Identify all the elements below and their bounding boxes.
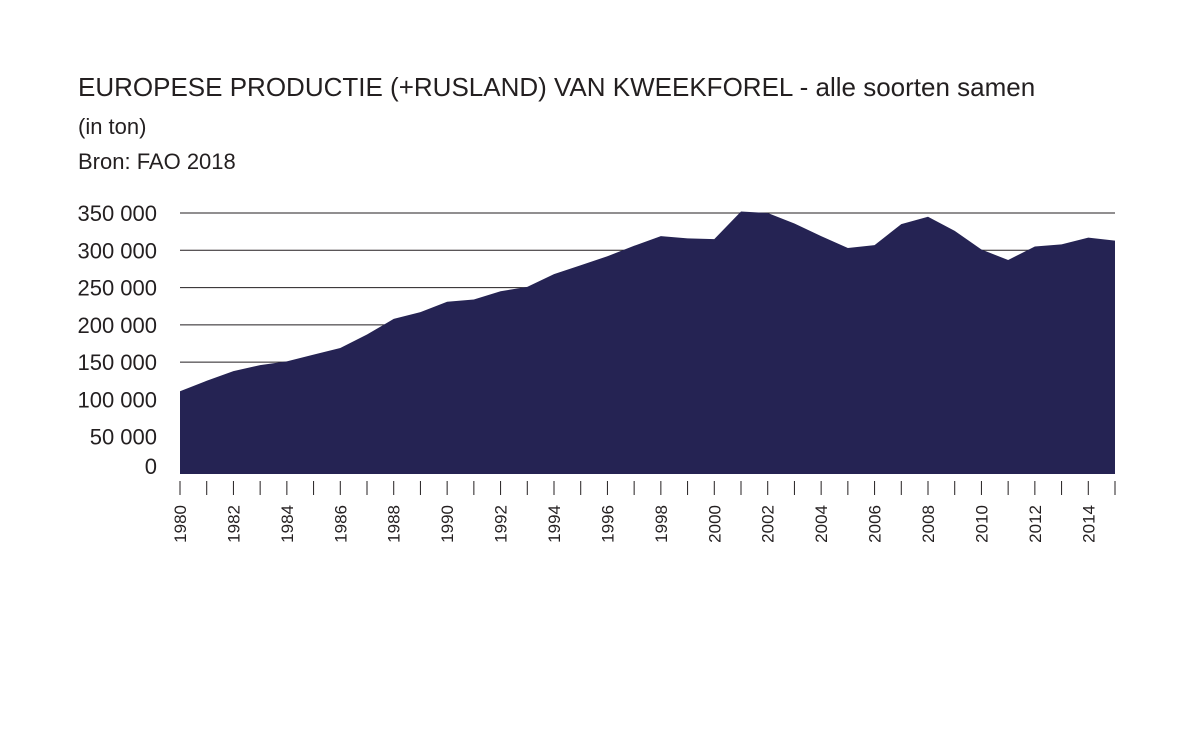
x-tick-label: 1992 bbox=[492, 505, 511, 543]
y-tick-label: 50 000 bbox=[90, 425, 157, 450]
x-tick-label: 1984 bbox=[278, 505, 297, 543]
y-tick-label: 150 000 bbox=[77, 350, 157, 375]
x-tick-label: 1988 bbox=[385, 505, 404, 543]
x-tick-label: 2002 bbox=[759, 505, 778, 543]
area-series bbox=[180, 211, 1115, 474]
x-tick-label: 1990 bbox=[438, 505, 457, 543]
x-tick-label: 1994 bbox=[545, 505, 564, 543]
area-fill bbox=[180, 211, 1115, 474]
y-tick-label: 100 000 bbox=[77, 387, 157, 412]
x-axis: 1980 1982 1984 1986 1988 1990 1992 1994 1996 1998… bbox=[171, 481, 1116, 543]
y-axis: 0 50 000 100 000 150 000 200 000 250 000 300 0… bbox=[77, 201, 157, 479]
x-tick-label: 1982 bbox=[224, 505, 243, 543]
x-tick-label: 2008 bbox=[919, 505, 938, 543]
y-tick-label: 350 000 bbox=[77, 201, 157, 226]
x-tick-label: 2004 bbox=[812, 505, 831, 543]
y-tick-label: 300 000 bbox=[77, 238, 157, 263]
x-tick-label: 2000 bbox=[705, 505, 724, 543]
x-tick-label: 1998 bbox=[652, 505, 671, 543]
x-tick-label: 1986 bbox=[331, 505, 350, 543]
y-tick-label: 0 bbox=[145, 454, 157, 479]
y-tick-label: 200 000 bbox=[77, 313, 157, 338]
x-tick-label: 2006 bbox=[866, 505, 885, 543]
chart-subtitle: (in ton) bbox=[78, 114, 147, 139]
x-tick-label: 1996 bbox=[598, 505, 617, 543]
x-tick-label: 2012 bbox=[1026, 505, 1045, 543]
y-tick-label: 250 000 bbox=[77, 276, 157, 301]
x-tick-label: 1980 bbox=[171, 505, 190, 543]
x-tick-label: 2014 bbox=[1079, 505, 1098, 543]
chart-title: EUROPESE PRODUCTIE (+RUSLAND) VAN KWEEKF… bbox=[78, 72, 1036, 102]
x-tick-label: 2010 bbox=[972, 505, 991, 543]
chart-source: Bron: FAO 2018 bbox=[78, 149, 236, 174]
